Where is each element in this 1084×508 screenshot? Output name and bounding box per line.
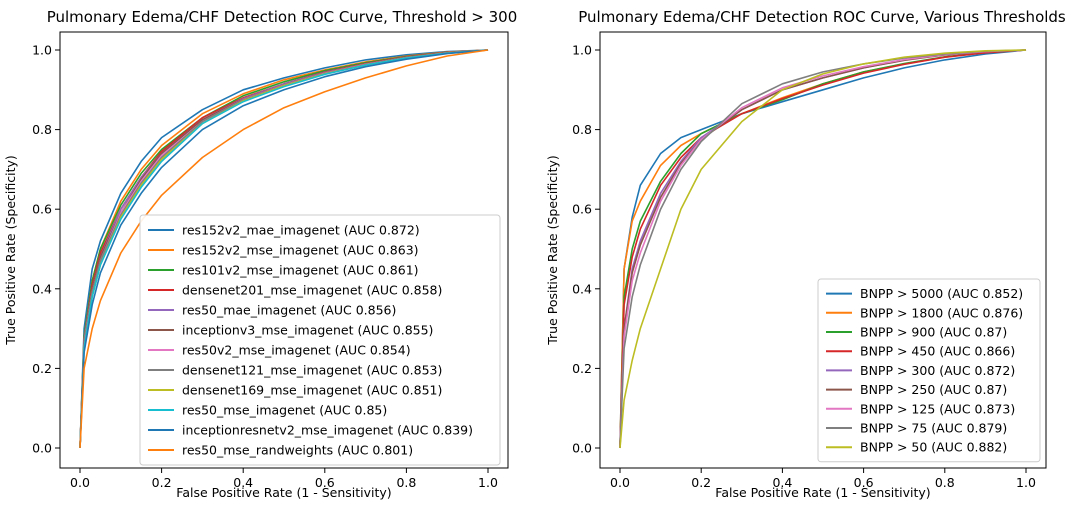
y-tick-label: 0.2 <box>32 361 52 376</box>
y-tick-label: 1.0 <box>32 43 52 58</box>
y-axis-label: True Positive Rate (Specificity) <box>3 155 18 346</box>
y-tick-label: 0.4 <box>572 281 592 296</box>
y-tick-label: 0.0 <box>572 441 592 456</box>
series-line <box>79 49 489 449</box>
y-tick-label: 0.2 <box>572 361 592 376</box>
legend-label: densenet121_mse_imagenet (AUC 0.853) <box>182 363 442 378</box>
y-tick-label: 1.0 <box>572 43 592 58</box>
legend-label: BNPP > 300 (AUC 0.872) <box>860 363 1015 378</box>
chart-title: Pulmonary Edema/CHF Detection ROC Curve,… <box>578 8 1066 26</box>
x-tick-label: 0.6 <box>315 475 335 490</box>
y-tick-label: 0.6 <box>32 202 52 217</box>
legend-label: BNPP > 125 (AUC 0.873) <box>860 401 1015 416</box>
y-tick-label: 0.8 <box>32 122 52 137</box>
x-axis-label: False Positive Rate (1 - Sensitivity) <box>715 485 930 500</box>
legend-label: BNPP > 900 (AUC 0.87) <box>860 325 1007 340</box>
x-tick-label: 1.0 <box>1016 475 1036 490</box>
series-line <box>619 49 1027 449</box>
y-tick-label: 0.6 <box>572 202 592 217</box>
roc-chart-threshold-300: 0.0 0.2 0.4 0.6 0.8 1.0 0.0 0.2 0.4 0.6 0.8 1.0 Pulm… <box>3 8 517 500</box>
y-tick-label: 0.0 <box>32 441 52 456</box>
legend-label: BNPP > 250 (AUC 0.87) <box>860 382 1007 397</box>
legend-label: res50_mse_randweights (AUC 0.801) <box>182 443 413 458</box>
x-tick-label: 0.4 <box>772 475 792 490</box>
legend-label: BNPP > 450 (AUC 0.866) <box>860 344 1015 359</box>
legend-label: res152v2_mse_imagenet (AUC 0.863) <box>182 243 419 258</box>
x-tick-label: 0.0 <box>610 475 630 490</box>
y-axis-label: True Positive Rate (Specificity) <box>545 155 560 346</box>
legend-box <box>817 278 1041 463</box>
series-line <box>79 49 489 449</box>
x-axis-label: False Positive Rate (1 - Sensitivity) <box>176 485 391 500</box>
legend-label: densenet169_mse_imagenet (AUC 0.851) <box>182 383 442 398</box>
legend-label: BNPP > 50 (AUC 0.882) <box>860 440 1007 455</box>
axes-frame <box>59 31 509 469</box>
legend-label: res101v2_mse_imagenet (AUC 0.861) <box>182 263 419 278</box>
chart-title: Pulmonary Edema/CHF Detection ROC Curve,… <box>47 8 518 26</box>
legend-label: BNPP > 1800 (AUC 0.876) <box>860 305 1023 320</box>
legend-label: inceptionv3_mse_imagenet (AUC 0.855) <box>182 323 433 338</box>
legend-label: res50_mae_imagenet (AUC 0.856) <box>182 303 396 318</box>
x-tick-label: 0.2 <box>691 475 711 490</box>
legend-label: BNPP > 75 (AUC 0.879) <box>860 421 1007 436</box>
x-tick-label: 0.0 <box>70 475 90 490</box>
legend-box <box>139 214 501 466</box>
y-tick-label: 0.8 <box>572 122 592 137</box>
legend-label: inceptionresnetv2_mse_imagenet (AUC 0.83… <box>182 423 473 438</box>
legend-label: densenet201_mse_imagenet (AUC 0.858) <box>182 283 442 298</box>
x-tick-label: 0.4 <box>233 475 253 490</box>
x-tick-label: 0.6 <box>854 475 874 490</box>
roc-chart-various-thresholds: 0.0 0.2 0.4 0.6 0.8 1.0 0.0 0.2 0.4 0.6 0.8 1.0 Pulm… <box>545 8 1066 500</box>
x-tick-label: 1.0 <box>478 475 498 490</box>
x-tick-label: 0.8 <box>396 475 416 490</box>
legend-label: res152v2_mae_imagenet (AUC 0.872) <box>182 223 420 238</box>
series-line <box>79 49 489 449</box>
legend-label: BNPP > 5000 (AUC 0.852) <box>860 286 1023 301</box>
series-line <box>619 49 1027 449</box>
x-tick-label: 0.8 <box>935 475 955 490</box>
legend-label: res50v2_mse_imagenet (AUC 0.854) <box>182 343 411 358</box>
series-line <box>79 49 489 449</box>
axes-frame <box>599 31 1047 469</box>
x-tick-label: 0.2 <box>152 475 172 490</box>
legend-label: res50_mse_imagenet (AUC 0.85) <box>182 403 387 418</box>
y-tick-label: 0.4 <box>32 281 52 296</box>
